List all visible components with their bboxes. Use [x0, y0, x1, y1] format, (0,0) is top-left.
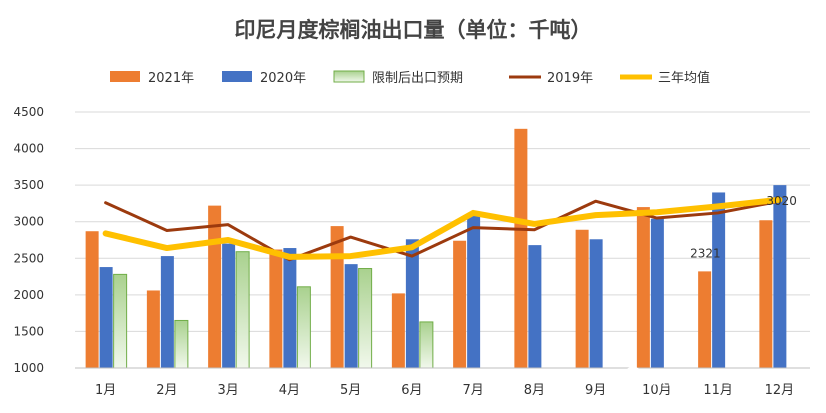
y-tick-label: 4000: [13, 142, 44, 156]
x-tick-label: 3月: [217, 383, 238, 398]
y-tick-label: 3000: [13, 215, 44, 229]
bar: [269, 249, 283, 368]
data-labels: 2321 3020: [690, 194, 797, 261]
y-tick-label: 2000: [13, 288, 44, 302]
y-tick-label: 1000: [13, 361, 44, 375]
bar: [467, 214, 481, 368]
bars: [85, 128, 787, 369]
legend-label: 2019年: [547, 71, 593, 86]
x-tick-label: 11月: [703, 383, 733, 398]
legend-label: 三年均值: [658, 70, 710, 86]
bar: [99, 267, 113, 368]
bar: [160, 256, 174, 368]
bar: [698, 271, 712, 368]
bar: [283, 248, 297, 368]
data-label: 3020: [766, 194, 797, 208]
bar: [514, 128, 528, 368]
bar: [330, 226, 344, 368]
x-tick-label: 5月: [340, 383, 361, 398]
y-tick-label: 3500: [13, 178, 44, 192]
bar: [222, 243, 236, 368]
bar: [405, 239, 419, 368]
bar: [589, 239, 603, 368]
bar: [575, 229, 589, 368]
x-tick-label: 4月: [279, 383, 300, 398]
bar: [773, 185, 787, 368]
series-line: [104, 199, 781, 262]
bar: [146, 290, 160, 368]
bar: [712, 192, 726, 368]
y-tick-label: 4500: [13, 105, 44, 119]
x-tick-label: 12月: [765, 383, 795, 398]
chart-title: 印尼月度棕榈油出口量（单位：千吨）: [235, 18, 592, 42]
bar: [235, 251, 250, 369]
legend-label: 限制后出口预期: [372, 71, 463, 86]
bar: [650, 218, 664, 368]
legend-swatch: [222, 71, 252, 82]
x-tick-label: 2月: [156, 383, 177, 398]
bar: [391, 293, 405, 368]
wechat-icon: [621, 367, 645, 391]
bar: [344, 264, 358, 368]
bar: [296, 286, 311, 369]
bar: [453, 240, 467, 368]
bar: [528, 245, 542, 368]
legend-label: 2020年: [260, 71, 306, 86]
bar: [358, 268, 373, 369]
bar: [419, 321, 434, 369]
legend: 2021年 2020年 限制后出口预期 2019年 三年均值: [110, 70, 710, 86]
x-tick-label: 6月: [401, 383, 422, 398]
x-tick-label: 1月: [95, 383, 116, 398]
x-axis: 1月 2月 3月 4月 5月 6月 7月 8月 9月 10月 11月 12月: [75, 367, 810, 398]
x-tick-label: 10月: [642, 383, 672, 398]
data-label: 2321: [690, 246, 721, 260]
x-tick-label: 7月: [462, 383, 483, 398]
bar: [85, 231, 99, 368]
series-line: [102, 196, 783, 260]
legend-swatch: [110, 71, 140, 82]
watermark-text: 微信号: YouDock: [650, 369, 777, 388]
y-axis: 1000 1500 2000 2500 3000 3500 4000 4500: [13, 105, 44, 375]
legend-swatch: [333, 70, 365, 83]
bar: [759, 220, 773, 368]
bar: [174, 319, 189, 369]
x-tick-label: 8月: [524, 383, 545, 398]
bar: [208, 205, 222, 368]
bar: [636, 207, 650, 368]
bar: [113, 273, 128, 369]
watermark: 微信号: YouDock: [621, 367, 777, 391]
lines: [102, 196, 783, 262]
x-tick-label: 9月: [585, 383, 606, 398]
legend-label: 2021年: [148, 71, 194, 86]
y-tick-label: 1500: [13, 324, 44, 338]
y-tick-label: 2500: [13, 251, 44, 265]
